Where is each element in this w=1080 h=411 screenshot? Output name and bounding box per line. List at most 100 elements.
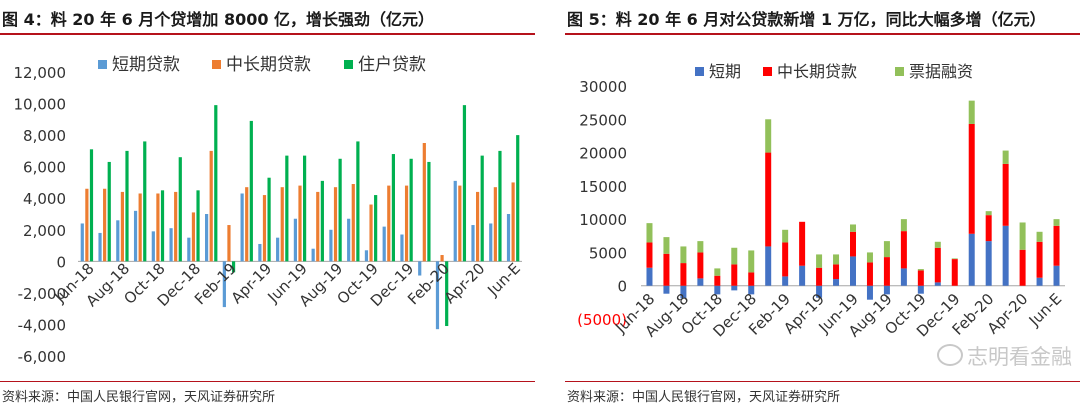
bar-bill	[663, 237, 670, 254]
bar-short	[816, 285, 823, 298]
right-source-rule	[565, 381, 1080, 382]
y-tick-label: 0	[617, 278, 627, 296]
legend-label: 中长期贷款	[226, 55, 311, 75]
bar-mid	[833, 264, 840, 280]
y-tick-label: 25000	[579, 111, 627, 129]
bar-home	[196, 190, 200, 262]
bar-home	[178, 157, 182, 262]
bar-mid	[191, 212, 196, 262]
legend-label: 住户贷款	[358, 55, 426, 75]
bar-short	[258, 243, 262, 262]
bar-short	[276, 237, 280, 262]
legend-swatch	[98, 60, 107, 69]
bar-mid	[714, 275, 721, 286]
bar-short	[471, 225, 475, 262]
bar-mid	[103, 188, 107, 262]
bar-mid	[663, 253, 670, 286]
bar-short	[151, 231, 155, 262]
bar-short	[833, 279, 840, 286]
bar-home	[427, 161, 431, 262]
left-source-text: 资料来源：中国人民银行官网，天风证券研究所	[2, 390, 276, 405]
legend-label: 票据融资	[909, 62, 973, 81]
bar-mid	[951, 259, 958, 286]
bar-mid	[351, 184, 355, 262]
bar-mid	[748, 272, 755, 286]
bar-home	[391, 154, 395, 262]
legend-label: 中长期贷款	[777, 62, 857, 81]
bar-home	[356, 141, 360, 262]
bar-short	[382, 226, 386, 262]
bar-home	[214, 105, 218, 262]
left-chart-panel: 图 4：料 20 年 6 月个贷增加 8000 亿，增长强劲（亿元） 12,00…	[0, 0, 535, 411]
bar-short	[900, 268, 907, 286]
bar-mid	[120, 191, 124, 262]
y-tick-label: (5000)	[577, 311, 627, 329]
bar-short	[329, 229, 333, 262]
y-tick-label: 5000	[589, 244, 627, 262]
bar-home	[89, 149, 94, 262]
bar-home	[303, 155, 307, 262]
bar-bill	[900, 219, 907, 232]
bar-mid	[493, 187, 497, 262]
bar-mid	[333, 187, 338, 262]
bar-mid	[440, 255, 444, 262]
bar-mid	[680, 263, 687, 286]
legend-label: 短期贷款	[112, 55, 180, 75]
y-tick-label: 10000	[579, 211, 627, 229]
bar-mid	[227, 225, 231, 262]
bar-home	[338, 158, 342, 262]
bar-bill	[782, 229, 789, 243]
bar-short	[222, 261, 226, 308]
bar-short	[748, 285, 755, 295]
bar-short	[917, 285, 924, 294]
y-tick-label: -2,000	[18, 285, 66, 303]
bar-short	[311, 248, 315, 262]
bar-short	[133, 210, 138, 262]
bar-mid	[985, 215, 992, 242]
bar-mid	[156, 193, 160, 262]
bar-home	[409, 158, 413, 262]
bar-mid	[138, 193, 142, 262]
bar-mid	[476, 191, 480, 262]
bar-short	[116, 220, 120, 262]
right-source-text: 资料来源：中国人民银行官网，天风证券研究所	[567, 390, 841, 405]
y-tick-label: 12,000	[14, 64, 67, 82]
bar-short	[453, 180, 457, 262]
bar-home	[285, 155, 289, 262]
bar-bill	[1036, 231, 1043, 242]
bar-mid	[369, 204, 373, 262]
bar-mid	[1036, 241, 1043, 278]
bar-home	[143, 141, 147, 262]
bar-bill	[748, 250, 755, 273]
bar-home	[320, 180, 324, 262]
bar-short	[799, 265, 806, 286]
bar-mid	[850, 231, 856, 257]
bar-short	[782, 276, 789, 286]
bar-short	[418, 261, 422, 276]
bar-bill	[833, 254, 840, 265]
bar-bill	[1019, 222, 1026, 250]
bar-short	[850, 256, 856, 286]
y-tick-label: 0	[56, 253, 66, 271]
left-chart-title: 图 4：料 20 年 6 月个贷增加 8000 亿，增长强劲（亿元）	[2, 10, 435, 29]
bar-home	[107, 161, 111, 262]
y-tick-label: 8,000	[23, 127, 66, 145]
bar-short	[934, 282, 941, 286]
legend-swatch	[763, 67, 772, 76]
bar-short	[1002, 225, 1009, 286]
bar-mid	[262, 195, 267, 262]
bar-bill	[646, 223, 653, 243]
bar-bill	[1053, 219, 1060, 226]
legend-swatch	[895, 67, 904, 76]
bar-short	[205, 214, 209, 262]
bar-home	[231, 261, 236, 273]
bar-mid	[917, 270, 924, 286]
y-tick-label: -6,000	[18, 348, 66, 366]
bar-bill	[816, 254, 823, 268]
bar-home	[125, 150, 129, 262]
bar-short	[731, 285, 738, 291]
x-tick-label: Jun-E	[483, 259, 524, 300]
bar-mid	[1019, 249, 1026, 286]
legend-label: 短期	[709, 62, 741, 81]
bar-mid	[765, 152, 772, 247]
